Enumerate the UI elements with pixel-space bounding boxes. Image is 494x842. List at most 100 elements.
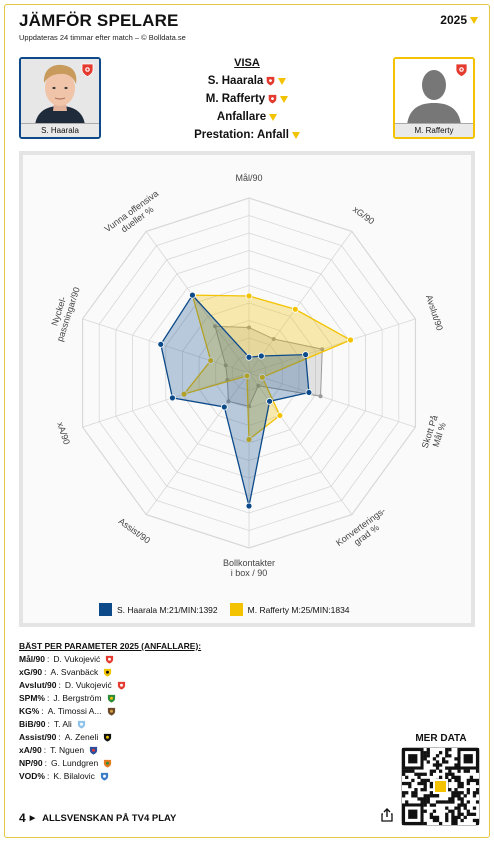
qr-module [460,781,464,786]
qr-module [457,794,461,798]
qr-module [435,815,440,820]
qr-module [405,775,409,779]
league-average-point [213,324,218,329]
axis-label: Bollkontakter i box / 90 [223,558,275,578]
position-selector[interactable]: Anfallare [150,108,344,126]
qr-module [451,797,455,801]
qr-module [435,763,440,767]
qr-module [451,775,455,779]
axis-label-line: xG/90 [351,204,376,226]
qr-module [423,784,427,789]
best-item-separator: : [47,654,50,664]
best-item-player: D. Vukojević [64,680,112,690]
series-point-2 [347,336,354,344]
series-point-2 [291,305,299,313]
qr-module [463,806,467,810]
qr-module [466,788,470,792]
axis-label-line: Avslut/90 [424,294,445,332]
best-item-player: J. Bergström [53,693,102,703]
page-subtitle: Uppdateras 24 timmar efter match – © Bol… [19,33,186,42]
qr-module [423,757,427,761]
qr-module [460,797,464,801]
qr-module [402,772,406,776]
qr-module [457,778,461,783]
qr-module [469,778,474,783]
legend-label-player2: M. Rafferty M:25/MIN:1834 [247,604,350,615]
qr-module [442,760,446,764]
qr-module [454,818,458,823]
qr-module [423,754,427,758]
qr-module [460,803,464,807]
legend-item-player1: S. Haarala M:21/MIN:1392 [99,603,218,616]
share-icon[interactable] [380,808,394,822]
player1-card[interactable]: S. Haarala [19,57,101,139]
series-point-2 [245,436,253,443]
qr-module [417,775,421,779]
grid-spoke [248,372,416,428]
best-item: SPM%: J. Bergström [19,692,201,705]
qr-module [411,778,415,783]
qr-module [475,818,480,823]
qr-module [405,800,409,804]
prestation-selector-label: Prestation: Anfall [194,129,289,141]
footer-label: ALLSVENSKAN PÅ TV4 PLAY [42,812,177,824]
season-dropdown[interactable]: 2025 [440,13,478,27]
qr-module [429,772,433,776]
chevron-down-icon [269,113,278,121]
qr-module [454,778,458,783]
player1-selector[interactable]: S. Haarala [150,72,344,90]
qr-module [435,766,440,770]
qr-module [448,797,452,801]
prestation-selector[interactable]: Prestation: Anfall [150,126,344,144]
club-badge-lightblue-icon [77,720,85,729]
qr-code[interactable] [401,747,480,826]
qr-module [426,797,430,801]
play-arrow-icon: ▶ [29,815,36,822]
qr-module [466,778,470,783]
series-point-1 [245,502,253,510]
chevron-down-icon [470,16,478,24]
player2-card[interactable]: M. Rafferty [393,57,475,139]
qr-module [469,775,474,779]
qr-module [423,797,427,801]
player2-selector[interactable]: M. Rafferty [150,90,344,108]
qr-module [457,784,461,789]
best-item-param: Assist/90 [19,732,57,742]
qr-module [466,812,470,816]
qr-module [451,821,455,826]
qr-module [423,821,427,826]
best-item: BiB/90: T. Ali [19,718,201,731]
league-average-point [256,383,261,388]
qr-module [423,781,427,786]
qr-module [466,769,470,773]
series-point-1 [305,389,313,396]
qr-module [435,818,440,823]
series-point-2 [276,412,284,419]
best-item-param: VOD% [19,771,45,781]
qr-module [448,748,452,752]
club-badge-black-yellow-icon [104,733,112,742]
qr-module [457,797,461,801]
axis-label: Assist/90 [117,516,152,546]
grid-spoke [82,318,250,374]
club-badge-multi-icon [89,746,98,755]
qr-module [466,809,470,813]
axis-label: xG/90 [351,204,376,226]
qr-module [423,800,427,804]
qr-module [472,791,477,795]
qr-module [445,754,449,758]
qr-module [426,778,430,783]
series-point-2 [207,357,215,364]
qr-module [460,800,464,804]
tv4-play-link[interactable]: 4 ▶ ALLSVENSKAN PÅ TV4 PLAY [19,811,176,825]
player2-name: M. Rafferty [395,123,473,137]
qr-module [405,791,409,795]
qr-module [454,794,458,798]
qr-module [426,800,430,804]
qr-module [448,778,452,783]
qr-module [429,803,433,807]
best-item-param: Avslut/90 [19,680,57,690]
series-point-1 [245,353,253,361]
club-badge-red-icon [106,655,114,664]
qr-module [460,818,464,823]
